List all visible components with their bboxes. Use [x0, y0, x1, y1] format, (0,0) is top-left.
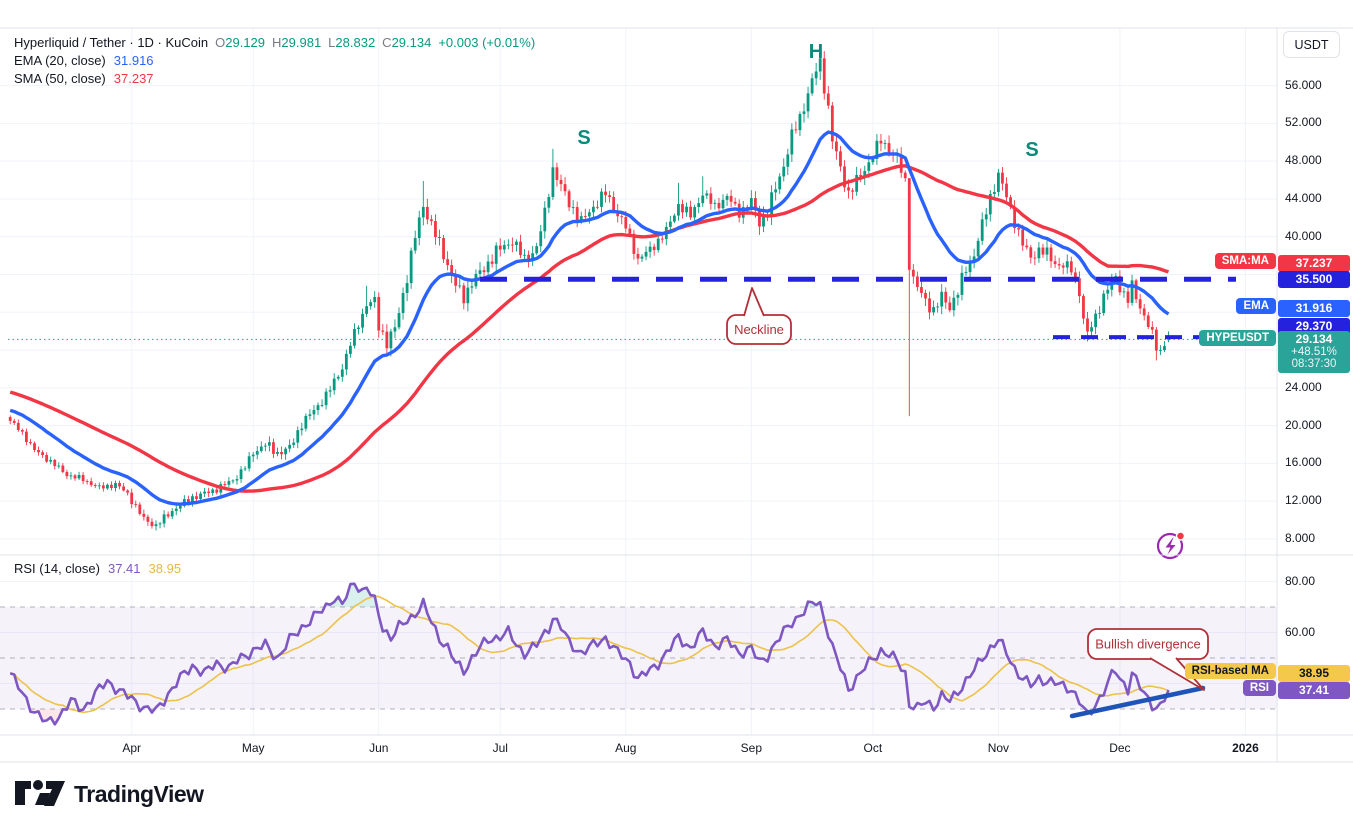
ohlc-letter: C [382, 35, 392, 50]
price-tick-label: 48.000 [1285, 153, 1322, 168]
rsi-chip: 37.41 [1278, 681, 1350, 699]
price-tick-label: 20.000 [1285, 417, 1322, 432]
time-axis-label-jun: Jun [369, 741, 389, 755]
tradingview-logo[interactable]: TradingView [14, 776, 204, 812]
time-axis-label-aug: Aug [615, 741, 637, 755]
rsi-trendline-drawing[interactable] [1069, 685, 1206, 719]
time-axis-label-may: May [241, 741, 265, 755]
price-tick-label: 56.000 [1285, 77, 1322, 92]
ema-value: 31.916 [113, 53, 154, 68]
axis-tag-hypeusdt: HYPEUSDT [1199, 330, 1276, 346]
time-axis-label-2026: 2026 [1232, 741, 1259, 755]
pattern-letter-annotation[interactable]: S [1025, 139, 1038, 161]
candlestick-series [8, 51, 1170, 531]
price-tick-label: 24.000 [1285, 379, 1322, 394]
tradingview-logo-icon [15, 780, 65, 806]
rsi-line[interactable] [9, 582, 1170, 726]
price-tick-label: 12.000 [1285, 493, 1322, 508]
price-tick-label: 40.000 [1285, 228, 1322, 243]
ohlc-value: 29.129 [225, 35, 266, 50]
currency-unit-button[interactable]: USDT [1283, 31, 1340, 58]
pattern-letter-annotation[interactable]: H [809, 41, 823, 63]
price-tick-label: 8.000 [1285, 530, 1316, 545]
rsi-ma-value: 38.95 [148, 561, 182, 576]
ema20-line[interactable] [9, 130, 1170, 506]
sma-label: SMA (50, close) [14, 71, 106, 86]
pattern-letter-annotation[interactable]: S [577, 127, 590, 149]
time-axis-label-jul: Jul [492, 741, 508, 755]
symbol-title: Hyperliquid / Tether · 1D · KuCoin [14, 35, 209, 50]
rsi-legend[interactable]: RSI (14, close) 37.41 38.95 [14, 561, 181, 576]
rsi-axis-tag: RSI [1242, 680, 1276, 696]
sma-value: 37.237 [113, 71, 154, 86]
time-axis-label-apr: Apr [122, 741, 142, 755]
ema-label: EMA (20, close) [14, 53, 106, 68]
rsi-tick-label: 60.00 [1285, 624, 1316, 639]
tradingview-logo-text: TradingView [74, 780, 204, 807]
svg-text:Bullish divergence: Bullish divergence [1095, 637, 1201, 652]
price-tick-label: 44.000 [1285, 190, 1322, 205]
price-chip: 37.237 [1278, 254, 1350, 272]
time-axis-label-sep: Sep [740, 741, 763, 755]
time-axis-label-nov: Nov [987, 741, 1010, 755]
legend-ema-row[interactable]: EMA (20, close) 31.916 [14, 52, 535, 70]
price-chip: 35.500 [1278, 270, 1350, 288]
bullish-divergence-callout[interactable]: Bullish divergence [1087, 628, 1209, 691]
ohlc-value: 28.832 [335, 35, 376, 50]
ohlc-letter: O [215, 35, 226, 50]
legend: Hyperliquid / Tether · 1D · KuCoin O29.12… [14, 34, 535, 88]
change-value: +0.003 (+0.01%) [438, 35, 536, 50]
last-price-chip: 29.134 +48.51% 08:37:30 [1278, 331, 1350, 373]
sma50-line[interactable] [9, 164, 1170, 493]
rsi-tick-label: 80.00 [1285, 573, 1316, 588]
ohlc-values: O29.129 H29.981 L28.832 C29.134 [208, 35, 431, 50]
time-axis-label-oct: Oct [863, 741, 883, 755]
rsi-chip: 38.95 [1278, 664, 1350, 682]
ohlc-letter: H [272, 35, 282, 50]
legend-sma-row[interactable]: SMA (50, close) 37.237 [14, 70, 535, 88]
axis-tag-ema: EMA [1236, 298, 1276, 314]
legend-symbol-row[interactable]: Hyperliquid / Tether · 1D · KuCoin O29.12… [14, 34, 535, 52]
time-axis-label-dec: Dec [1109, 741, 1131, 755]
price-chip: 31.916 [1278, 299, 1350, 317]
price-tick-label: 52.000 [1285, 115, 1322, 130]
price-tick-label: 16.000 [1285, 455, 1322, 470]
rsi-ma-line[interactable] [10, 595, 1169, 714]
ohlc-letter: L [328, 35, 336, 50]
rsi-value: 37.41 [107, 561, 141, 576]
neckline-callout[interactable]: Neckline [726, 287, 792, 345]
realtime-lightning-icon[interactable] [1156, 531, 1186, 560]
ohlc-value: 29.981 [281, 35, 322, 50]
svg-text:Neckline: Neckline [734, 322, 784, 337]
axis-tag-smama: SMA:MA [1214, 253, 1276, 269]
ohlc-value: 29.134 [391, 35, 432, 50]
price-chip: 29.370 [1278, 317, 1350, 335]
rsi-axis-tag: RSI-based MA [1184, 663, 1276, 679]
rsi-label: RSI (14, close) [14, 561, 100, 576]
